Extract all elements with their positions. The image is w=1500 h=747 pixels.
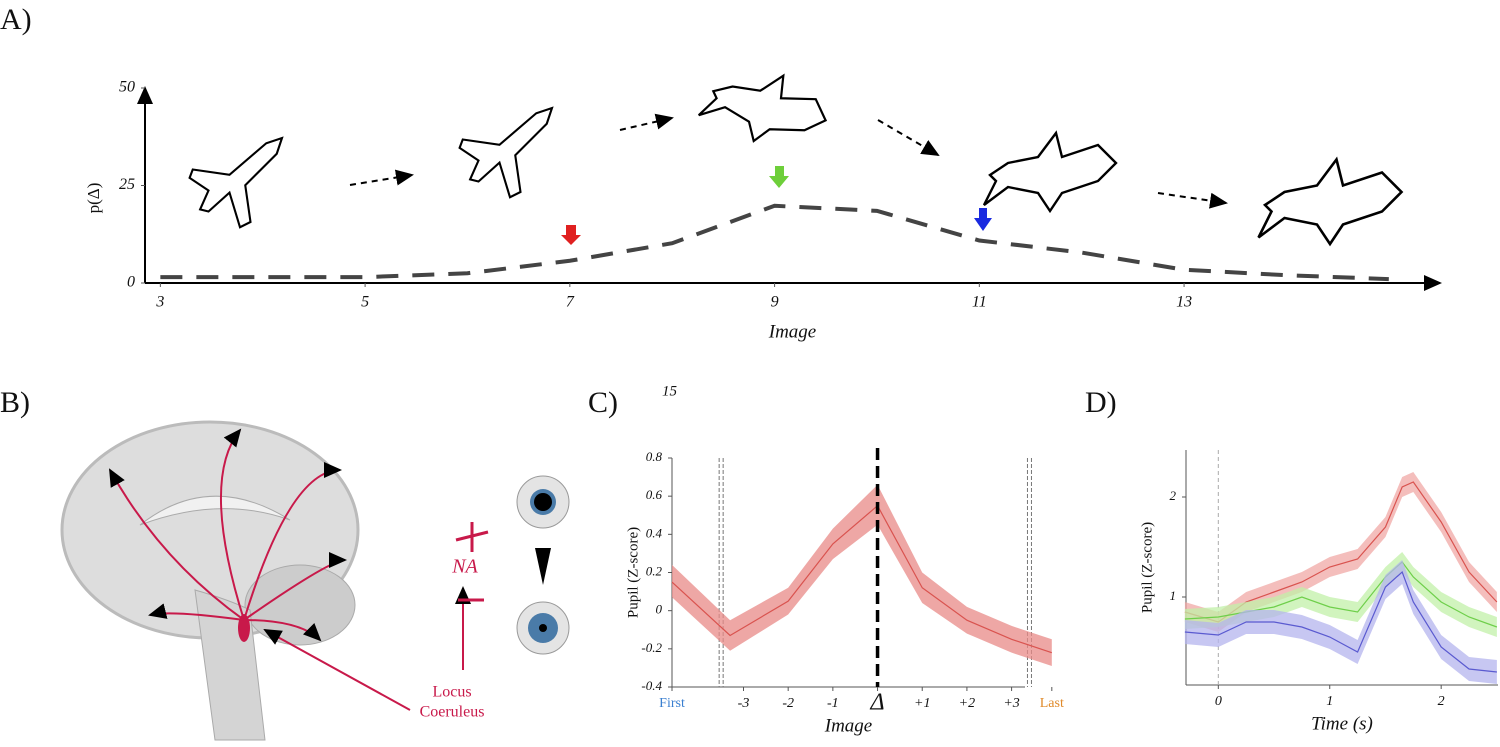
x-tick-label: 1 xyxy=(1326,694,1333,709)
y-tick-label: 25 xyxy=(119,176,135,193)
x-axis-label: Image xyxy=(768,321,816,342)
band xyxy=(1184,472,1497,632)
x-tick-label: Δ xyxy=(869,690,884,716)
band xyxy=(1184,560,1497,684)
x-tick-label: First xyxy=(659,696,685,711)
region-label: Locus xyxy=(432,684,471,701)
y-axis-label: Pupil (Z-score) xyxy=(1139,522,1155,613)
x-tick-label: +2 xyxy=(959,696,975,711)
region-label: Coeruleus xyxy=(420,704,485,721)
x-tick-label: 11 xyxy=(972,294,987,311)
x-tick-label: -2 xyxy=(782,696,794,711)
x-tick-label: 5 xyxy=(361,294,369,311)
band xyxy=(672,484,1052,667)
x-tick-label: 13 xyxy=(1176,294,1192,311)
x-tick-label: +1 xyxy=(914,696,930,711)
y-tick-label: 50 xyxy=(119,79,135,96)
panel-label: B) xyxy=(0,386,30,419)
stimulus-images xyxy=(188,52,1403,246)
line xyxy=(160,203,1389,282)
y-tick-label: 0.6 xyxy=(646,487,663,502)
y-tick-label: 0.8 xyxy=(646,449,663,464)
x-tick-label: -3 xyxy=(738,696,750,711)
y-tick-label: 0.2 xyxy=(646,563,663,578)
panel-label: C) xyxy=(588,386,618,419)
annotation: 15 xyxy=(662,383,678,399)
panel-label: A) xyxy=(0,3,32,36)
diagram-label: NA xyxy=(451,556,478,578)
panel-label: D) xyxy=(1085,386,1117,419)
x-tick-label: 2 xyxy=(1438,694,1445,709)
x-tick-label: Last xyxy=(1040,696,1064,711)
y-tick-label: 2 xyxy=(1170,488,1177,503)
x-tick-label: 9 xyxy=(771,294,779,311)
x-tick-label: 7 xyxy=(566,294,575,311)
brain-diagram: NA Locus Coeruleus xyxy=(60,420,570,741)
line xyxy=(1184,570,1497,673)
y-tick-label: 0 xyxy=(127,274,135,291)
x-axis-label: Image xyxy=(824,715,872,736)
x-tick-label: +3 xyxy=(1003,696,1019,711)
x-tick-label: 3 xyxy=(155,294,164,311)
y-tick-label: 1 xyxy=(1170,588,1177,603)
line xyxy=(1184,481,1498,623)
y-axis-label: p(Δ) xyxy=(84,183,103,214)
x-tick-label: 0 xyxy=(1215,694,1222,709)
x-axis-label: Time (s) xyxy=(1311,713,1373,734)
y-tick-label: 0 xyxy=(656,602,663,617)
y-tick-label: -0.4 xyxy=(641,678,662,693)
y-tick-label: -0.2 xyxy=(641,640,662,655)
y-axis-label: Pupil (Z-score) xyxy=(625,527,641,618)
y-tick-label: 0.4 xyxy=(646,525,663,540)
x-tick-label: -1 xyxy=(827,696,839,711)
